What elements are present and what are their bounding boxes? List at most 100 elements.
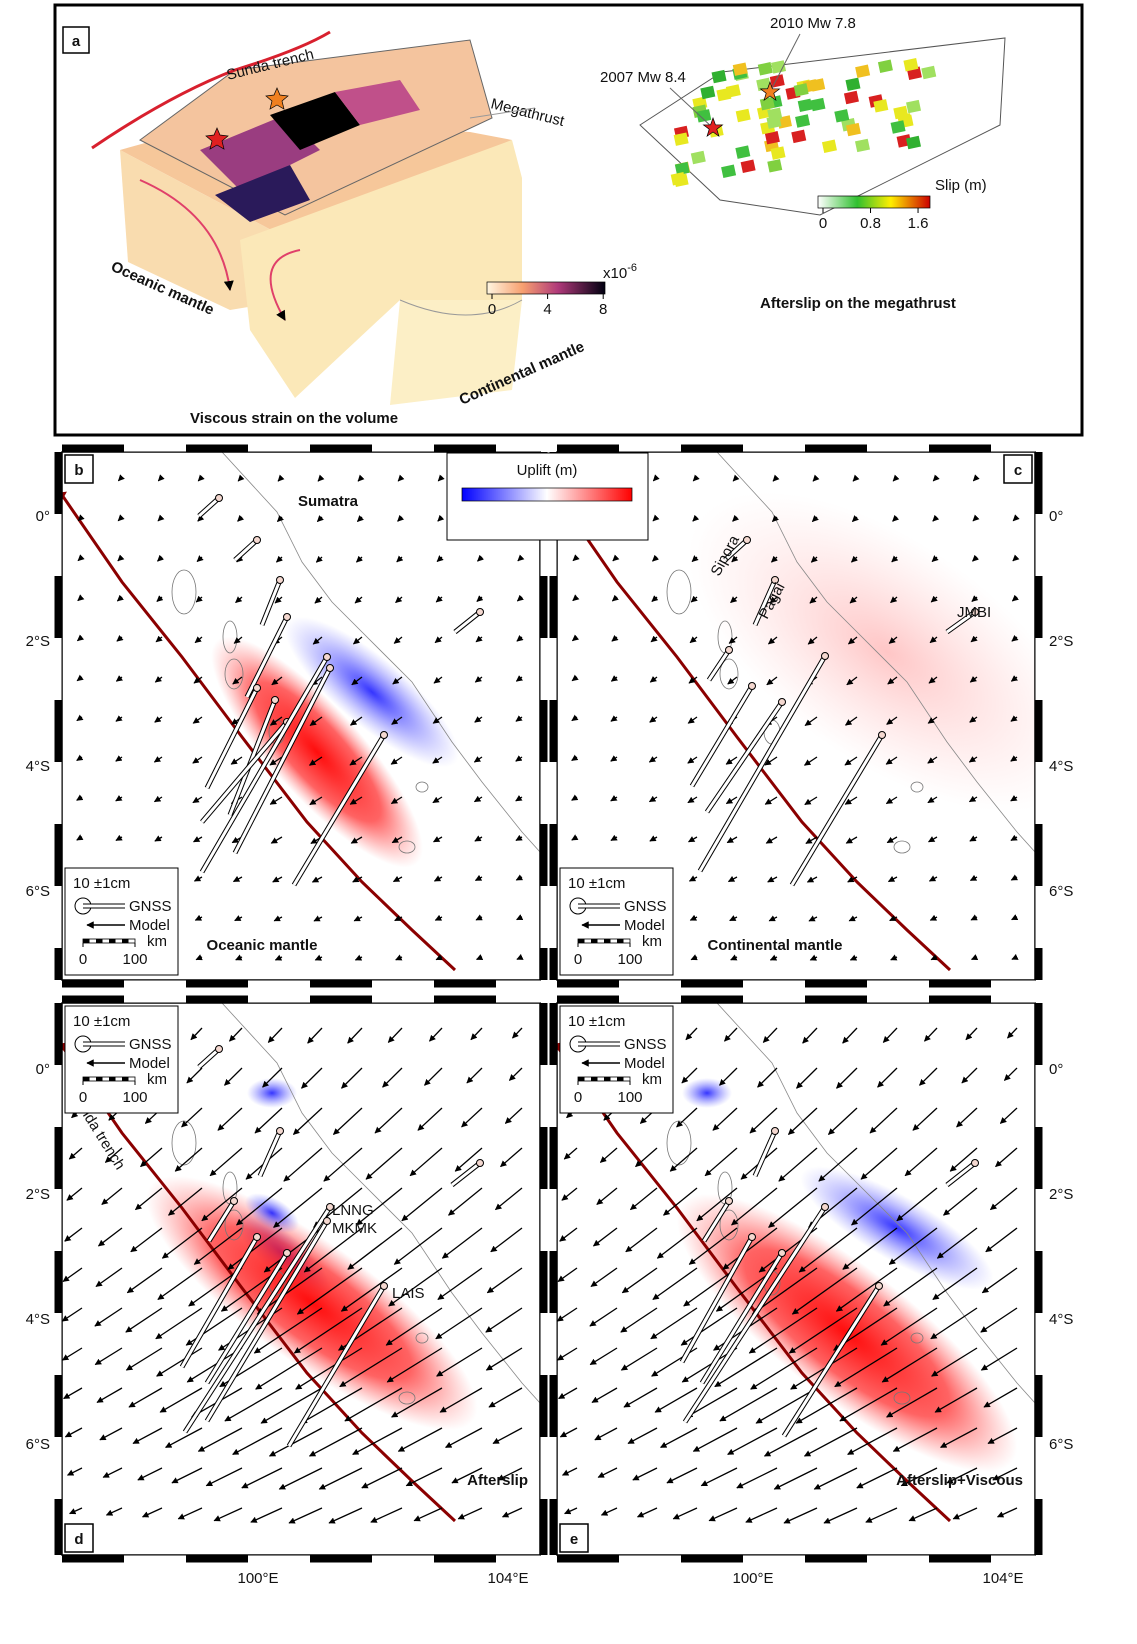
gnss-station <box>972 1160 979 1167</box>
event-label: 2007 Mw 8.4 <box>600 69 686 86</box>
slip-colorbar <box>818 196 930 208</box>
lat-label: 2°S <box>1049 633 1073 650</box>
gnss-station <box>779 1250 786 1257</box>
gnss-station <box>277 577 284 584</box>
lat-label: 4°S <box>1049 1311 1073 1328</box>
scale-tick-label: 0 <box>79 1089 87 1106</box>
colorbar-tick-label: 8 <box>599 301 607 318</box>
gnss-station <box>822 1204 829 1211</box>
uplift-field <box>682 1078 732 1108</box>
lat-label: 0° <box>36 1061 50 1078</box>
panel-title: Afterslip <box>467 1472 528 1489</box>
uplift-colorbar <box>462 488 632 501</box>
place-label: LNNG <box>332 1202 374 1219</box>
gnss-station <box>477 1160 484 1167</box>
event-label: 2010 Mw 7.8 <box>770 15 856 32</box>
scale-tick-label: 100 <box>617 1089 642 1106</box>
slip-caption: Afterslip on the megathrust <box>760 295 956 312</box>
panel-title: Afterslip+Viscous <box>896 1472 1023 1489</box>
gnss-station <box>879 732 886 739</box>
legend-model: Model <box>129 1055 170 1072</box>
lat-label: 6°S <box>26 1436 50 1453</box>
lat-label: 6°S <box>1049 883 1073 900</box>
lat-label: 4°S <box>26 1311 50 1328</box>
gnss-station <box>726 1198 733 1205</box>
legend-gnss: GNSS <box>624 1036 667 1053</box>
panel-label: c <box>1014 462 1022 479</box>
strain-unit-base: x10 <box>603 265 627 282</box>
uplift-colorbar-box: Uplift (m) <box>447 453 648 540</box>
colorbar-tick-label: 4 <box>543 301 551 318</box>
legend-model: Model <box>624 1055 665 1072</box>
volume-caption: Viscous strain on the volume <box>190 410 398 427</box>
gnss-station <box>381 1283 388 1290</box>
legend-gnss: GNSS <box>129 1036 172 1053</box>
lat-label: 0° <box>1049 1061 1063 1078</box>
lat-label: 6°S <box>1049 1436 1073 1453</box>
gnss-station <box>254 537 261 544</box>
panel-label: b <box>74 462 83 479</box>
gnss-station <box>477 609 484 616</box>
gnss-station <box>772 1128 779 1135</box>
lon-label: 104°E <box>487 1570 528 1587</box>
lat-label: 2°S <box>26 1186 50 1203</box>
gnss-station <box>381 732 388 739</box>
gnss-station <box>277 1128 284 1135</box>
legend-km: km <box>147 933 167 950</box>
panel-label: e <box>570 1531 578 1548</box>
gnss-station <box>272 697 279 704</box>
place-label: JMBI <box>957 604 991 621</box>
scale-tick-label: 100 <box>122 951 147 968</box>
legend-scale: 10 ±1cm <box>73 875 130 892</box>
place-label: MKMK <box>332 1220 377 1237</box>
lat-label: 2°S <box>26 633 50 650</box>
gnss-station <box>779 699 786 706</box>
gnss-station <box>749 1234 756 1241</box>
legend-gnss: GNSS <box>129 898 172 915</box>
gnss-station <box>744 537 751 544</box>
slip-colorbar-title: Slip (m) <box>935 177 987 194</box>
gnss-station <box>284 1250 291 1257</box>
legend-scale: 10 ±1cm <box>568 875 625 892</box>
legend-model: Model <box>624 917 665 934</box>
legend-km: km <box>642 1071 662 1088</box>
gnss-station <box>749 683 756 690</box>
panel-title: Oceanic mantle <box>207 937 318 954</box>
legend-km: km <box>147 1071 167 1088</box>
gnss-station <box>254 1234 261 1241</box>
panel-title: Continental mantle <box>707 937 842 954</box>
gnss-station <box>216 495 223 502</box>
gnss-station <box>822 653 829 660</box>
panel-label: a <box>72 33 81 50</box>
colorbar-tick-label: 0 <box>819 215 827 232</box>
scale-tick-label: 0 <box>574 1089 582 1106</box>
legend-km: km <box>642 933 662 950</box>
strain-colorbar <box>487 282 605 294</box>
gnss-station <box>216 1046 223 1053</box>
legend-model: Model <box>129 917 170 934</box>
lat-label: 0° <box>1049 508 1063 525</box>
gnss-station <box>231 1198 238 1205</box>
figure: a Sunda trench Megathrust Oceanic mantle… <box>0 0 1137 1639</box>
gnss-station <box>327 665 334 672</box>
lon-label: 100°E <box>732 1570 773 1587</box>
panel-label: d <box>74 1531 83 1548</box>
colorbar-tick-label: 1.6 <box>908 215 929 232</box>
lon-label: 100°E <box>237 1570 278 1587</box>
uplift-field <box>247 1078 297 1108</box>
scale-tick-label: 0 <box>574 951 582 968</box>
legend-scale: 10 ±1cm <box>568 1013 625 1030</box>
uplift-colorbar-title: Uplift (m) <box>517 462 578 479</box>
scale-tick-label: 0 <box>79 951 87 968</box>
scale-tick-label: 100 <box>617 951 642 968</box>
legend-scale: 10 ±1cm <box>73 1013 130 1030</box>
lat-label: 2°S <box>1049 1186 1073 1203</box>
gnss-station <box>726 647 733 654</box>
scale-tick-label: 100 <box>122 1089 147 1106</box>
lat-label: 6°S <box>26 883 50 900</box>
lon-label: 104°E <box>982 1570 1023 1587</box>
gnss-station <box>876 1283 883 1290</box>
gnss-station <box>284 614 291 621</box>
gnss-station <box>324 1218 331 1225</box>
gnss-station <box>324 654 331 661</box>
